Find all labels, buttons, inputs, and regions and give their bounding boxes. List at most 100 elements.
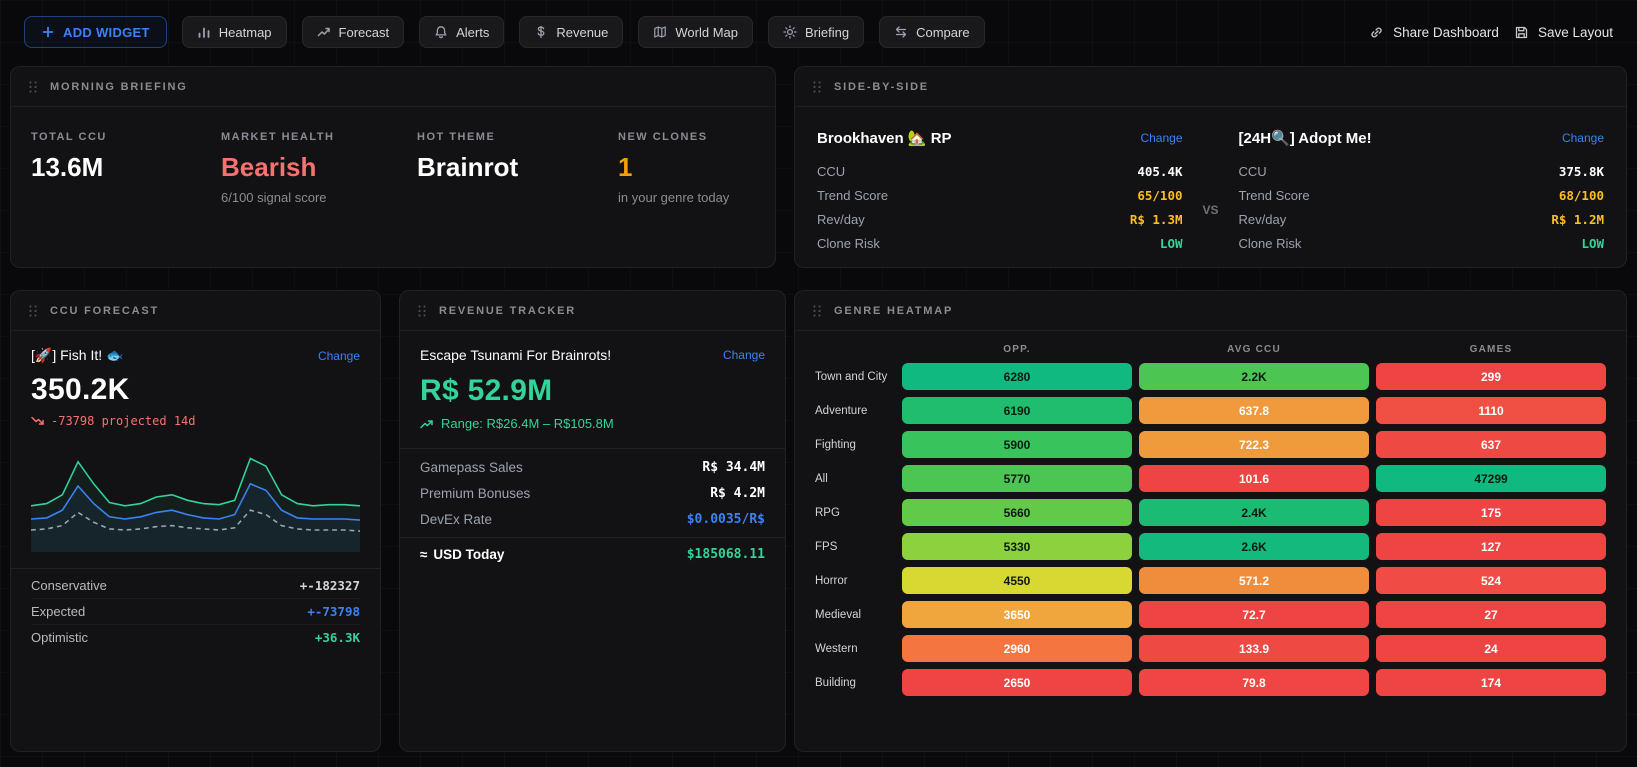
share-dashboard-button[interactable]: Share Dashboard <box>1369 25 1499 40</box>
scenario-row-expected: Expected +-73798 <box>31 599 360 625</box>
game-name: [🚀] Fish It! 🐟 <box>31 347 124 363</box>
stat-value: 68/100 <box>1558 187 1605 203</box>
heatmap-cell[interactable]: 637.8 <box>1139 397 1369 424</box>
heatmap-cell[interactable]: 722.3 <box>1139 431 1369 458</box>
heatmap-cell[interactable]: 72.7 <box>1139 601 1369 628</box>
row-value: $0.0035/R$ <box>686 511 765 527</box>
stat-label: Clone Risk <box>817 235 880 251</box>
stat-value: 13.6M <box>31 152 104 182</box>
heatmap-cell[interactable]: 127 <box>1376 533 1606 560</box>
toolbar-button-compare[interactable]: Compare <box>879 16 985 48</box>
change-game-link[interactable]: Change <box>1140 131 1183 145</box>
stat-sub: 6/100 signal score <box>221 190 327 206</box>
trending-up-icon <box>317 27 330 37</box>
scenario-row-conservative: Conservative +-182327 <box>31 573 360 599</box>
heatmap-cell[interactable]: 2650 <box>902 669 1132 696</box>
drag-handle-icon[interactable] <box>28 80 38 94</box>
heatmap-cell[interactable]: 5770 <box>902 465 1132 492</box>
genre-label: RPG <box>815 506 840 519</box>
heatmap-cell[interactable]: 2.4K <box>1139 499 1369 526</box>
heatmap-cell[interactable]: 3650 <box>902 601 1132 628</box>
heatmap-column-headers: OPP. AVG CCU GAMES <box>815 344 1606 355</box>
toolbar-button-world-map[interactable]: World Map <box>638 16 754 48</box>
revenue-body: Escape Tsunami For Brainrots! Change R$ … <box>400 331 785 571</box>
total-revenue-value: R$ 52.9M <box>420 374 553 407</box>
heatmap-row: Adventure 6190 637.8 1110 <box>815 397 1606 424</box>
stat-value: Bearish <box>221 152 317 182</box>
heatmap-row: Medieval 3650 72.7 27 <box>815 601 1606 628</box>
widget-header: SIDE-BY-SIDE <box>795 67 1626 107</box>
widget-morning-briefing: MORNING BRIEFING TOTAL CCU 13.6M MARKET … <box>10 66 776 268</box>
widget-ccu-forecast: CCU FORECAST [🚀] Fish It! 🐟 Change 350.2… <box>10 290 381 752</box>
change-game-link[interactable]: Change <box>317 348 360 363</box>
heatmap-cell[interactable]: 27 <box>1376 601 1606 628</box>
heatmap-cell[interactable]: 101.6 <box>1139 465 1369 492</box>
heatmap-cell[interactable]: 79.8 <box>1139 669 1369 696</box>
add-widget-button[interactable]: ADD WIDGET <box>24 16 167 48</box>
game-name: Escape Tsunami For Brainrots! <box>420 347 612 363</box>
save-layout-button[interactable]: Save Layout <box>1514 25 1613 40</box>
heatmap-cell[interactable]: 5330 <box>902 533 1132 560</box>
toolbar-button-forecast[interactable]: Forecast <box>301 16 405 48</box>
heatmap-cell[interactable]: 299 <box>1376 363 1606 390</box>
toolbar: ADD WIDGET Heatmap Forecast Alerts Reven… <box>0 0 1637 64</box>
heatmap-row: Building 2650 79.8 174 <box>815 669 1606 696</box>
heatmap-cell[interactable]: 1110 <box>1376 397 1606 424</box>
toolbar-button-label: Forecast <box>338 24 390 40</box>
genre-label: Fighting <box>815 438 856 451</box>
heatmap-cell[interactable]: 637 <box>1376 431 1606 458</box>
trending-down-icon <box>31 416 44 425</box>
drag-handle-icon[interactable] <box>417 304 427 318</box>
forecast-chart <box>31 457 360 552</box>
heatmap-cell[interactable]: 175 <box>1376 499 1606 526</box>
stat-label: NEW CLONES <box>618 131 708 143</box>
scenario-row-optimistic: Optimistic +36.3K <box>31 625 360 650</box>
stat-value: 375.8K <box>1558 163 1605 179</box>
toolbar-button-revenue[interactable]: Revenue <box>519 16 624 48</box>
toolbar-button-alerts[interactable]: Alerts <box>419 16 505 48</box>
heatmap-cell[interactable]: 2.6K <box>1139 533 1369 560</box>
divider <box>400 537 785 538</box>
side-by-side-body: Brookhaven 🏡 RP Change CCU 405.4K Trend … <box>795 107 1626 255</box>
drag-handle-icon[interactable] <box>812 80 822 94</box>
scenario-label: Optimistic <box>31 630 89 645</box>
row-value: R$ 34.4M <box>702 459 765 475</box>
heatmap-cell[interactable]: 133.9 <box>1139 635 1369 662</box>
heatmap-cell[interactable]: 2.2K <box>1139 363 1369 390</box>
change-game-link[interactable]: Change <box>722 348 765 362</box>
stat-label: CCU <box>817 163 846 179</box>
toolbar-button-briefing[interactable]: Briefing <box>768 16 865 48</box>
revenue-rows: Gamepass Sales R$ 34.4M Premium Bonuses … <box>400 448 785 532</box>
heatmap-cell[interactable]: 24 <box>1376 635 1606 662</box>
genre-label: Medieval <box>815 608 862 621</box>
toolbar-button-label: Compare <box>916 24 970 40</box>
compare-left-column: Brookhaven 🏡 RP Change CCU 405.4K Trend … <box>817 129 1183 255</box>
heatmap-cell[interactable]: 6280 <box>902 363 1132 390</box>
heatmap-cell[interactable]: 5660 <box>902 499 1132 526</box>
toolbar-button-label: World Map <box>675 24 739 40</box>
heatmap-cell[interactable]: 6190 <box>902 397 1132 424</box>
heatmap-cell[interactable]: 174 <box>1376 669 1606 696</box>
heatmap-cell[interactable]: 524 <box>1376 567 1606 594</box>
drag-handle-icon[interactable] <box>28 304 38 318</box>
stat-value: 405.4K <box>1137 163 1183 179</box>
heatmap-row: FPS 5330 2.6K 127 <box>815 533 1606 560</box>
drag-handle-icon[interactable] <box>812 304 822 318</box>
widget-header: MORNING BRIEFING <box>11 67 775 107</box>
game-name: Brookhaven 🏡 RP <box>817 130 952 147</box>
widget-header: GENRE HEATMAP <box>795 291 1626 331</box>
widget-title: SIDE-BY-SIDE <box>834 80 929 93</box>
heatmap-cell[interactable]: 5900 <box>902 431 1132 458</box>
heatmap-cell[interactable]: 4550 <box>902 567 1132 594</box>
heatmap-row: All 5770 101.6 47299 <box>815 465 1606 492</box>
stat-label: TOTAL CCU <box>31 131 107 143</box>
change-game-link[interactable]: Change <box>1561 131 1605 145</box>
scenario-label: Conservative <box>31 578 107 593</box>
toolbar-button-heatmap[interactable]: Heatmap <box>181 16 287 48</box>
heatmap-cell[interactable]: 2960 <box>902 635 1132 662</box>
heatmap-cell[interactable]: 571.2 <box>1139 567 1369 594</box>
forecast-scenarios: Conservative +-182327 Expected +-73798 O… <box>11 568 380 650</box>
heatmap-cell[interactable]: 47299 <box>1376 465 1606 492</box>
stat-label: Rev/day <box>1238 211 1287 227</box>
